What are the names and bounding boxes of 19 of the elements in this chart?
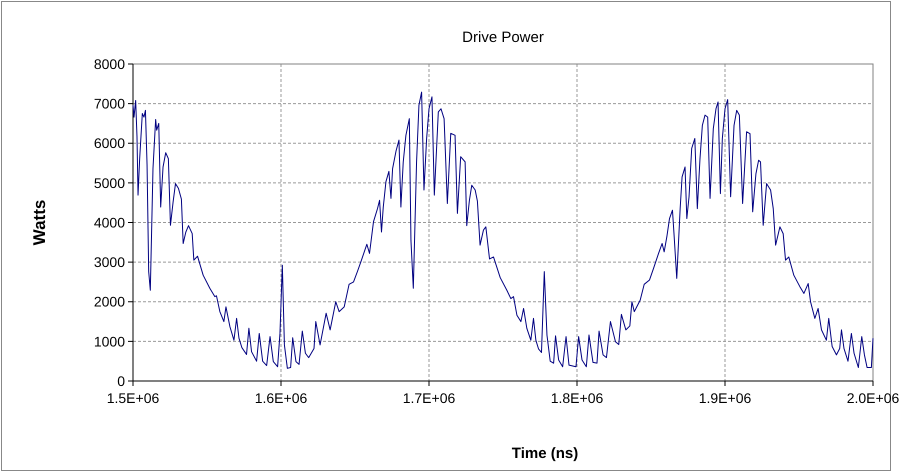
x-tick-label: 2.0E+06	[846, 390, 900, 406]
y-tick-label: 3000	[94, 254, 126, 270]
chart-title: Drive Power	[462, 29, 544, 46]
x-tick-label: 1.9E+06	[698, 390, 752, 406]
x-tick-label: 1.5E+06	[106, 390, 160, 406]
y-tick-label: 6000	[94, 135, 126, 152]
y-tick-label: 0	[117, 372, 126, 389]
x-tick-label: 1.8E+06	[550, 390, 604, 406]
y-tick-label: 2000	[94, 294, 126, 310]
x-tick-label: 1.6E+06	[254, 390, 308, 406]
y-tick-label: 4000	[94, 214, 126, 230]
x-axis-title: Time (ns)	[512, 445, 578, 462]
x-tick-label: 1.7E+06	[402, 390, 456, 406]
y-tick-label: 1000	[94, 333, 126, 350]
y-tick-label: 5000	[94, 174, 126, 191]
line-series	[132, 92, 874, 369]
y-tick-label: 7000	[94, 96, 126, 112]
y-axis-title: Watts	[30, 200, 49, 246]
y-tick-label: 8000	[94, 56, 126, 72]
